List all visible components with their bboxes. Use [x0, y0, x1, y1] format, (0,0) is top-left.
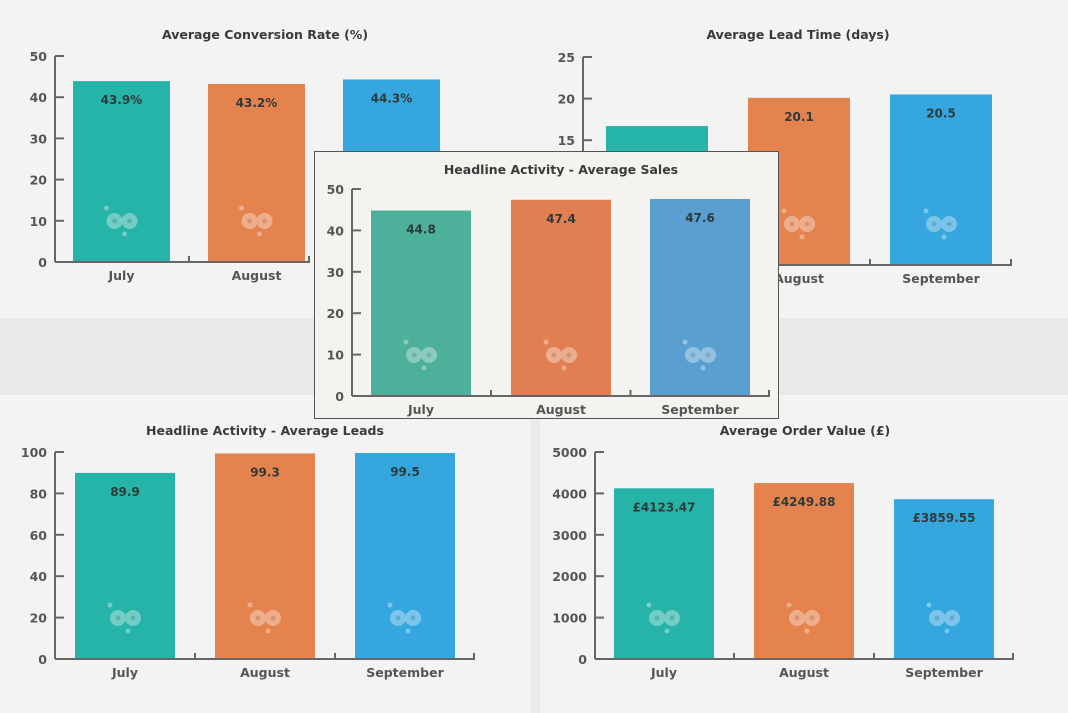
x-tick-label: September [905, 665, 983, 680]
y-tick-label: 0 [578, 652, 587, 667]
value-label: 44.8 [406, 223, 436, 237]
x-tick-label: August [240, 665, 290, 680]
value-label: £3859.55 [912, 511, 975, 525]
value-label: £4249.88 [772, 495, 835, 509]
y-tick-label: 20 [558, 92, 576, 107]
y-tick-label: 50 [327, 182, 345, 197]
y-tick-label: 80 [30, 486, 48, 501]
chart-title: Average Conversion Rate (%) [162, 27, 368, 42]
bp-logo-watermark [107, 602, 141, 634]
chart-title: Average Lead Time (days) [706, 27, 889, 42]
y-tick-label: 0 [38, 652, 47, 667]
chart-average-order-value-: Average Order Value (£) £4123.47 July £4249… [552, 423, 1014, 680]
bar-august [215, 453, 315, 659]
bp-logo-watermark [387, 602, 421, 634]
y-tick-label: 2000 [552, 569, 587, 584]
x-tick-label: July [108, 268, 135, 283]
bp-logo-watermark [682, 339, 716, 371]
y-tick-label: 1000 [552, 611, 587, 626]
value-label: 99.3 [250, 465, 280, 479]
y-tick-label: 10 [327, 348, 345, 363]
bar-july [73, 81, 170, 262]
bar-september [355, 453, 455, 659]
value-label: £4123.47 [632, 500, 695, 514]
y-tick-label: 15 [558, 133, 575, 148]
bp-logo-watermark [646, 602, 680, 634]
y-tick-label: 3000 [552, 528, 587, 543]
chart-title: Average Order Value (£) [720, 423, 891, 438]
value-label: 89.9 [110, 485, 140, 499]
bp-logo-watermark [239, 205, 273, 237]
bp-logo-watermark [247, 602, 281, 634]
bar-september [650, 198, 750, 396]
x-tick-label: August [232, 268, 282, 283]
y-tick-label: 20 [30, 611, 48, 626]
bp-logo-watermark [926, 602, 960, 634]
x-tick-label: August [779, 665, 829, 680]
y-tick-label: 10 [30, 214, 48, 229]
value-label: 44.3% [371, 91, 413, 105]
y-tick-label: 20 [327, 306, 345, 321]
y-tick-label: 40 [30, 90, 48, 105]
bar-august [511, 199, 611, 396]
value-label: 47.4 [546, 212, 576, 226]
bar-july [614, 488, 714, 659]
x-tick-label: September [661, 402, 739, 417]
bp-logo-watermark [786, 602, 820, 634]
y-tick-label: 100 [21, 445, 47, 460]
x-tick-label: August [536, 402, 586, 417]
y-tick-label: 25 [558, 50, 575, 65]
y-tick-label: 0 [335, 389, 344, 404]
y-tick-label: 40 [327, 223, 345, 238]
bar-july [371, 210, 471, 396]
x-tick-label: September [902, 271, 980, 286]
bar-september [894, 499, 994, 659]
y-tick-label: 60 [30, 528, 48, 543]
bp-logo-watermark [781, 208, 815, 240]
y-tick-label: 4000 [552, 486, 587, 501]
chart-headline-activity-average-sales: Headline Activity - Average Sales 44.8 Jul… [314, 151, 779, 419]
bar-july [75, 472, 175, 659]
chart-title: Headline Activity - Average Leads [146, 423, 384, 438]
x-tick-label: July [111, 665, 138, 680]
x-tick-label: July [407, 402, 434, 417]
chart-title: Headline Activity - Average Sales [444, 162, 678, 177]
value-label: 99.5 [390, 465, 420, 479]
panel-divider [530, 395, 540, 713]
bp-logo-watermark [923, 208, 957, 240]
y-tick-label: 30 [30, 131, 48, 146]
y-tick-label: 40 [30, 569, 48, 584]
value-label: 43.2% [236, 96, 278, 110]
y-tick-label: 20 [30, 173, 48, 188]
value-label: 43.9% [101, 93, 143, 107]
x-tick-label: July [650, 665, 677, 680]
y-tick-label: 30 [327, 265, 345, 280]
bp-logo-watermark [543, 339, 577, 371]
x-tick-label: August [774, 271, 824, 286]
x-tick-label: September [366, 665, 444, 680]
y-tick-label: 5000 [552, 445, 587, 460]
value-label: 20.1 [784, 110, 814, 124]
bar-august [754, 483, 854, 659]
bp-logo-watermark [104, 205, 138, 237]
y-tick-label: 50 [30, 49, 48, 64]
bar-august [208, 84, 305, 263]
value-label: 20.5 [926, 106, 956, 120]
bar-september [890, 94, 992, 265]
y-tick-label: 0 [38, 255, 47, 270]
bp-logo-watermark [403, 339, 437, 371]
chart-headline-activity-average-leads: Headline Activity - Average Leads 89.9 Jul… [21, 423, 475, 680]
value-label: 47.6 [685, 211, 715, 225]
